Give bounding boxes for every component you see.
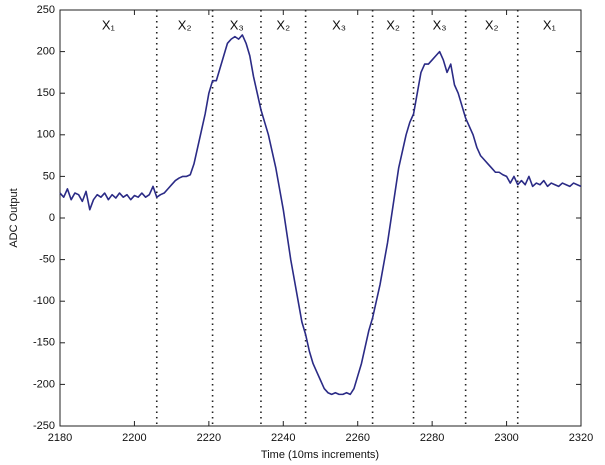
y-tick-label: 0 — [49, 212, 55, 224]
x-tick-label: 2240 — [271, 432, 295, 444]
plot-frame — [59, 9, 582, 427]
region-label: X₂ — [485, 17, 499, 32]
region-label: X₁ — [543, 17, 557, 32]
region-label: X₂ — [178, 17, 192, 32]
region-label: X₃ — [230, 17, 244, 32]
y-tick-label: 200 — [37, 46, 55, 58]
x-axis-label: Time (10ms increments) — [261, 449, 379, 461]
x-tick-label: 2300 — [494, 432, 518, 444]
y-tick-label: -100 — [33, 295, 55, 307]
x-tick-label: 2280 — [420, 432, 444, 444]
y-tick-label: -50 — [39, 254, 55, 266]
x-tick-label: 2260 — [345, 432, 369, 444]
x-tick-label: 2180 — [48, 432, 72, 444]
x-tick-label: 2200 — [122, 432, 146, 444]
y-tick-label: 100 — [37, 129, 55, 141]
region-label: X₂ — [386, 17, 400, 32]
y-tick-label: 250 — [37, 4, 55, 16]
y-tick-label: 50 — [43, 170, 55, 182]
y-tick-label: 150 — [37, 87, 55, 99]
y-tick-label: -200 — [33, 378, 55, 390]
data-line — [59, 34, 582, 396]
y-tick-label: -250 — [33, 420, 55, 432]
region-label: X₃ — [433, 17, 447, 32]
x-tick-label: 2220 — [197, 432, 221, 444]
y-tick-label: -150 — [33, 337, 55, 349]
x-tick-label: 2320 — [569, 432, 593, 444]
region-label: X₂ — [276, 17, 290, 32]
y-axis-label: ADC Output — [8, 188, 20, 247]
region-label: X₃ — [332, 17, 346, 32]
region-label: X₁ — [102, 17, 116, 32]
